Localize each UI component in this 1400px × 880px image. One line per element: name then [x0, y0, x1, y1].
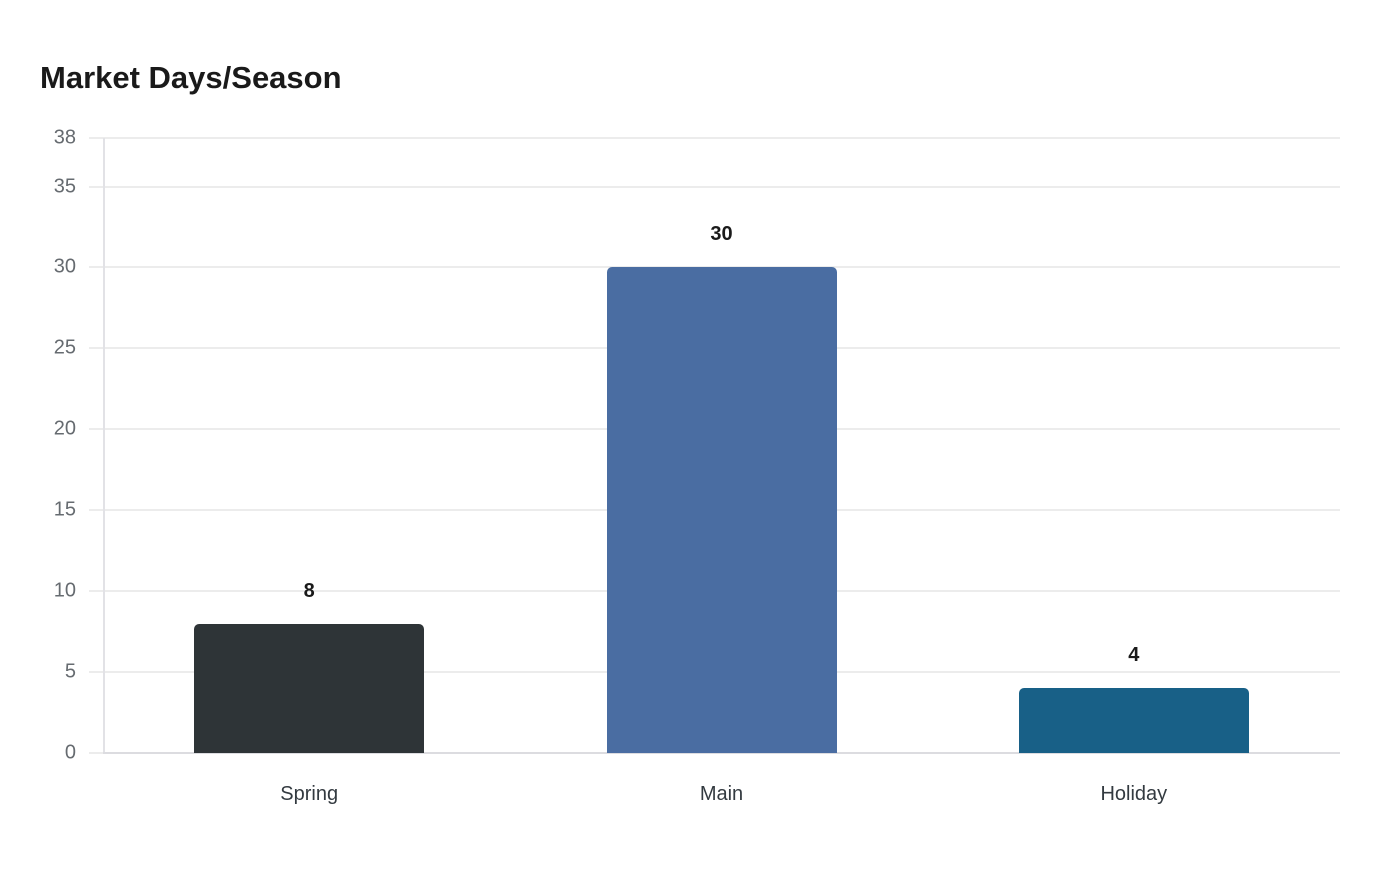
bar-spring[interactable] — [194, 623, 425, 753]
y-tick-label: 0 — [64, 741, 76, 764]
y-tick-label: 10 — [53, 579, 76, 602]
bar-holiday[interactable] — [1018, 688, 1249, 753]
y-tick-label: 15 — [53, 498, 76, 521]
gridline — [89, 137, 1340, 139]
gridline — [89, 266, 1340, 269]
y-tick-label: 35 — [53, 175, 76, 198]
data-label: 8 — [303, 579, 315, 602]
y-tick-label: 5 — [64, 660, 76, 683]
data-label: 4 — [1128, 644, 1140, 667]
x-tick-label: Main — [699, 783, 744, 805]
y-tick-label: 30 — [53, 255, 76, 278]
data-label: 30 — [710, 223, 733, 246]
plot-area: 0 5 10 15 20 25 30 35 38 8 Spring 30 Main 4 Holiday — [54, 127, 1340, 805]
bar-main[interactable] — [606, 267, 837, 753]
y-axis-line — [103, 138, 105, 753]
x-tick-label: Holiday — [1100, 783, 1168, 805]
x-axis-line — [103, 752, 1340, 754]
y-tick-label: 38 — [53, 126, 76, 149]
gridline — [89, 185, 1340, 188]
x-tick-label: Spring — [280, 783, 339, 805]
y-tick-label: 25 — [53, 336, 76, 359]
y-tick-label: 20 — [53, 417, 76, 440]
chart-title: Market Days/Season — [40, 60, 342, 95]
